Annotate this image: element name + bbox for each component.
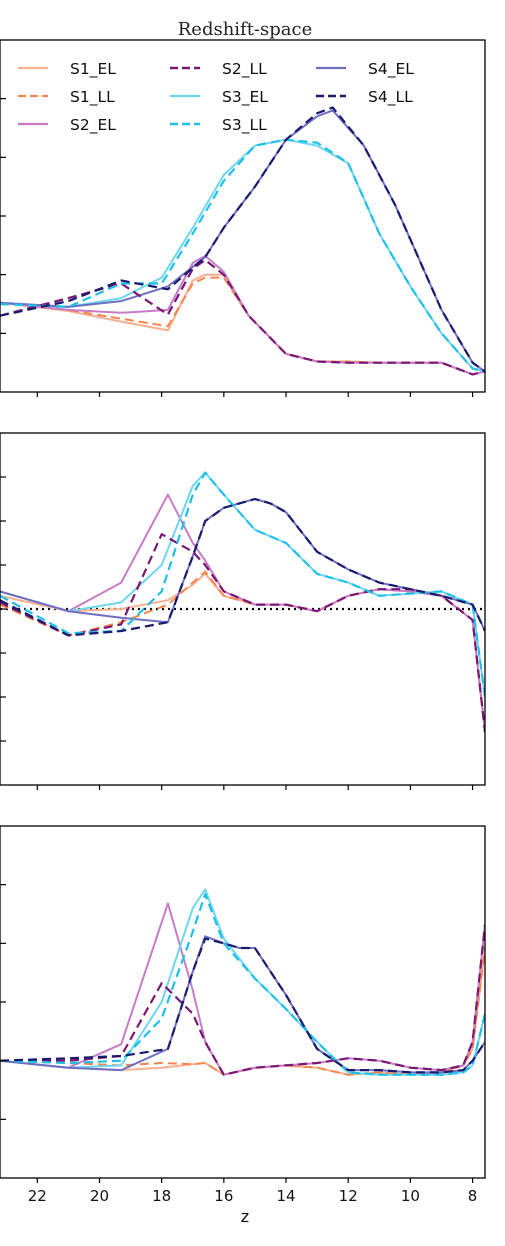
series-line-s2-el bbox=[0, 493, 485, 733]
series-line-s4-el bbox=[0, 935, 485, 1074]
legend-item-s2-ll: S2_LL bbox=[170, 60, 267, 79]
series-line-s1-ll bbox=[0, 947, 485, 1076]
legend-label: S3_EL bbox=[222, 88, 268, 107]
series-line-s1-ll bbox=[0, 570, 485, 733]
x-tick-label: 8 bbox=[468, 1187, 478, 1205]
x-tick-label: 20 bbox=[90, 1187, 109, 1205]
legend-label: S2_LL bbox=[222, 60, 267, 79]
panel-1 bbox=[0, 39, 486, 397]
x-tick-label: 10 bbox=[401, 1187, 420, 1205]
x-tick-label: 14 bbox=[276, 1187, 295, 1205]
series-line-s1-ll bbox=[0, 276, 485, 376]
legend-item-s3-el: S3_EL bbox=[170, 88, 268, 107]
series-line-s4-ll bbox=[0, 497, 485, 637]
legend-item-s2-el: S2_EL bbox=[18, 116, 116, 135]
legend-item-s3-ll: S3_LL bbox=[170, 116, 267, 135]
panel-2 bbox=[0, 432, 486, 790]
series-line-s3-ll bbox=[0, 892, 485, 1076]
legend-item-s1-ll: S1_LL bbox=[18, 88, 115, 107]
series-line-s3-el bbox=[0, 138, 485, 373]
series-line-s3-ll bbox=[0, 471, 485, 698]
x-axis-label: z bbox=[241, 1207, 249, 1226]
legend-item-s1-el: S1_EL bbox=[18, 60, 116, 79]
series-line-s2-ll bbox=[0, 533, 485, 733]
legend-item-s4-ll: S4_LL bbox=[316, 88, 413, 107]
series-line-s3-ll bbox=[0, 138, 485, 373]
series-line-s3-el bbox=[0, 888, 485, 1076]
series-line-s4-ll bbox=[0, 937, 485, 1074]
series-line-s2-ll bbox=[0, 258, 485, 376]
legend-label: S1_EL bbox=[70, 60, 116, 79]
legend-label: S1_LL bbox=[70, 88, 115, 107]
series-line-s1-el bbox=[0, 947, 485, 1076]
x-tick-label: 22 bbox=[28, 1187, 47, 1205]
legend-label: S4_EL bbox=[368, 60, 414, 79]
series-line-s4-ll bbox=[0, 106, 485, 373]
legend: S1_EL S2_LL S4_EL S1_LL S3_EL S4_LL S2_EL S3_LL bbox=[18, 60, 414, 135]
series-line-s4-el bbox=[0, 498, 485, 632]
series-line-s3-el bbox=[0, 471, 485, 698]
x-tick-label: 18 bbox=[152, 1187, 171, 1205]
series-line-s2-el bbox=[0, 254, 485, 376]
x-tick-label: 12 bbox=[339, 1187, 358, 1205]
x-tick-label: 16 bbox=[214, 1187, 233, 1205]
panel-3 bbox=[0, 825, 486, 1183]
panel-frame bbox=[0, 39, 486, 393]
series-line-s2-ll bbox=[0, 924, 485, 1076]
legend-label: S3_LL bbox=[222, 116, 267, 135]
chart-title: Redshift-space bbox=[178, 19, 313, 40]
panel-frame bbox=[0, 825, 486, 1179]
series-line-s2-el bbox=[0, 902, 485, 1076]
legend-item-s4-el: S4_EL bbox=[316, 60, 414, 79]
series-line-s1-el bbox=[0, 572, 485, 733]
panel-frame bbox=[0, 432, 486, 786]
legend-label: S2_EL bbox=[70, 116, 116, 135]
legend-label: S4_LL bbox=[368, 88, 413, 107]
series-line-s4-el bbox=[0, 109, 485, 373]
